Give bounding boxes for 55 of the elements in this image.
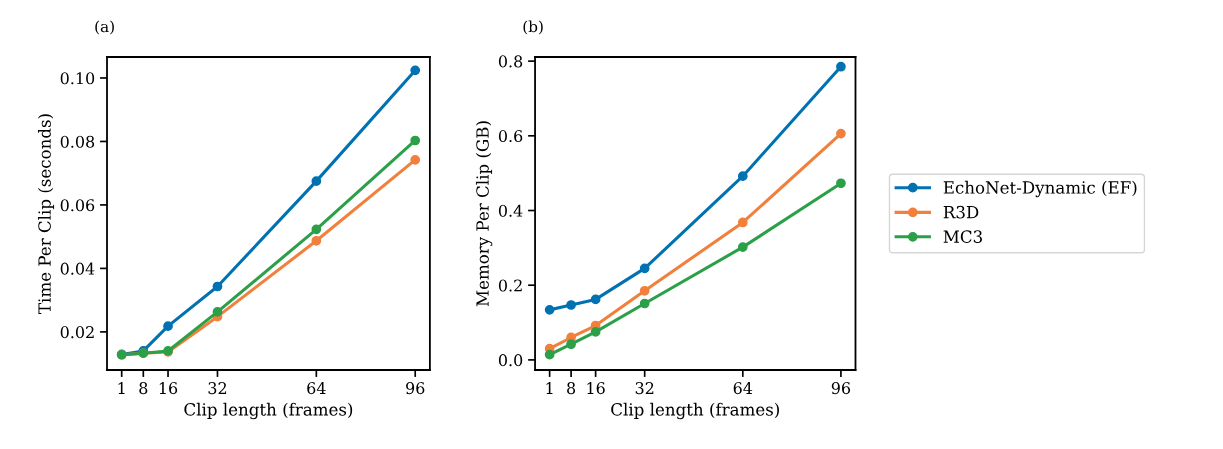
- point: [311, 176, 322, 186]
- x-tick-label: 16: [587, 382, 605, 395]
- x-tick-label: 32: [635, 382, 654, 395]
- y-tick-label: 0.0: [498, 354, 523, 367]
- x-tick-label: 64: [307, 382, 326, 395]
- point: [410, 65, 421, 76]
- y-tick-label: 0.06: [60, 199, 95, 212]
- x-tick-label: 1: [546, 382, 553, 394]
- x-tick-label: 8: [139, 382, 148, 395]
- y-tick-label: 0.6: [498, 130, 523, 143]
- y-tick-label: 0.10: [60, 72, 95, 85]
- point: [212, 307, 223, 317]
- point: [639, 298, 650, 309]
- y-tick-label: 0.04: [60, 262, 95, 275]
- point: [737, 217, 748, 228]
- y-tick-label: 0.2: [498, 279, 522, 292]
- x-tick-label: 64: [733, 382, 753, 395]
- point: [212, 281, 223, 292]
- y-tick-label: 0.02: [60, 326, 94, 339]
- point: [410, 135, 421, 146]
- point: [590, 294, 601, 305]
- y-tick-label: 0.4: [498, 204, 523, 217]
- point: [836, 128, 846, 139]
- point: [544, 304, 555, 315]
- x-tick-label: 96: [831, 382, 851, 395]
- point: [639, 285, 650, 296]
- point: [836, 178, 846, 189]
- chart-title: (b): [523, 20, 543, 35]
- point: [737, 242, 748, 252]
- point: [163, 321, 173, 332]
- x-tick-label: 96: [406, 382, 425, 395]
- x-axis-title: Clip length (frames): [611, 402, 779, 420]
- x-tick-label: 32: [208, 382, 227, 395]
- y-axis-title: Memory Per Clip (GB): [475, 121, 493, 307]
- x-tick-label: 1: [118, 382, 125, 394]
- point: [639, 263, 650, 274]
- x-tick-label: 16: [159, 382, 178, 395]
- point: [836, 61, 846, 72]
- legend-label: R3D: [943, 205, 979, 219]
- y-tick-label: 0.8: [498, 55, 523, 68]
- y-tick-label: 0.08: [60, 135, 95, 148]
- point: [566, 339, 576, 350]
- y-axis-title: Time Per Clip (seconds): [37, 114, 55, 314]
- point: [737, 171, 748, 182]
- legend-label: EchoNet-Dynamic (EF): [943, 180, 1137, 198]
- point: [311, 224, 322, 235]
- point: [590, 327, 601, 337]
- x-axis-title: Clip length (frames): [184, 402, 353, 420]
- point: [311, 235, 322, 246]
- point: [544, 349, 555, 360]
- chart-title: (a): [95, 20, 114, 35]
- point: [566, 300, 576, 310]
- point: [410, 154, 421, 165]
- legend-label: MC3: [943, 230, 982, 243]
- x-tick-label: 8: [567, 382, 576, 395]
